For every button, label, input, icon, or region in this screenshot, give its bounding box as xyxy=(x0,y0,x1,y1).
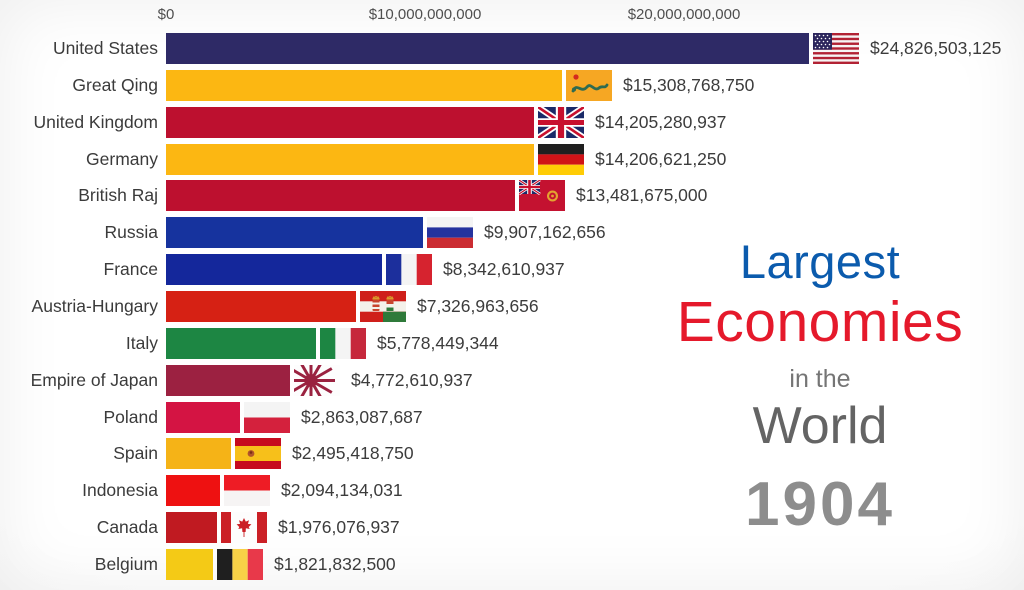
axis-tick: $0 xyxy=(157,6,175,23)
country-label: United Kingdom xyxy=(33,111,158,132)
bar-row: Austria-Hungary $7,326,963,656 xyxy=(0,290,1024,322)
bar-row: Indonesia $2,094,134,031 xyxy=(0,475,1024,507)
country-label: Austria-Hungary xyxy=(31,295,158,316)
bar-row: Russia $9,907,162,656 xyxy=(0,217,1024,249)
country-label: France xyxy=(103,259,158,280)
value-label: $4,772,610,937 xyxy=(351,369,473,390)
value-label: $14,206,621,250 xyxy=(595,148,727,169)
flag-great-qing-icon xyxy=(566,69,612,101)
axis-tick: $10,000,000,000 xyxy=(368,6,482,23)
value-bar xyxy=(166,512,217,544)
country-label: Canada xyxy=(96,517,158,538)
bar-row: United States $24,826,503,125 xyxy=(0,33,1024,64)
title-word-in-the: in the xyxy=(789,365,851,393)
flag-empire-of-japan-icon xyxy=(294,364,340,396)
value-label: $1,821,832,500 xyxy=(274,553,396,574)
value-label: $2,495,418,750 xyxy=(292,443,414,464)
country-label: Empire of Japan xyxy=(30,369,158,390)
value-bar xyxy=(166,254,382,286)
value-label: $2,094,134,031 xyxy=(281,480,403,501)
bar-row: Empire of Japan $4,772,610,937 xyxy=(0,364,1024,396)
value-bar xyxy=(166,217,423,249)
bar-row: British Raj $13,481,675,000 xyxy=(0,180,1024,212)
value-bar xyxy=(166,401,240,433)
axis-tick: $20,000,000,000 xyxy=(627,6,741,23)
value-bar xyxy=(166,364,290,396)
flag-belgium-icon xyxy=(217,548,263,580)
country-label: Great Qing xyxy=(72,74,158,95)
value-label: $24,826,503,125 xyxy=(870,38,1002,58)
country-label: Belgium xyxy=(94,553,158,574)
flag-russia-icon xyxy=(427,217,473,249)
value-bar xyxy=(166,180,515,212)
flag-austria-hungary-icon xyxy=(360,290,406,322)
flag-spain-icon xyxy=(235,438,281,470)
value-bar xyxy=(166,475,220,507)
country-label: Indonesia xyxy=(82,480,158,501)
flag-france-icon xyxy=(386,254,432,286)
value-bar xyxy=(166,33,809,64)
value-bar xyxy=(166,327,316,359)
value-label: $7,326,963,656 xyxy=(417,295,539,316)
flag-germany-icon xyxy=(538,143,584,175)
flag-italy-icon xyxy=(320,327,366,359)
title-word-economies: Economies xyxy=(676,290,964,354)
country-label: Germany xyxy=(86,148,158,169)
value-label: $14,205,280,937 xyxy=(595,111,727,132)
value-bar xyxy=(166,143,534,175)
value-bar xyxy=(166,106,534,138)
country-label: United States xyxy=(52,38,158,58)
bar-row: Spain $2,495,418,750 xyxy=(0,438,1024,470)
title-word-world: World xyxy=(752,397,888,455)
title-year: 1904 xyxy=(745,470,895,539)
country-label: Italy xyxy=(125,332,158,353)
chart-title-block: Largest Economies in the World 1904 xyxy=(630,238,1010,536)
bar-row: Italy $5,778,449,344 xyxy=(0,327,1024,359)
bar-row: Belgium $1,821,832,500 xyxy=(0,548,1024,580)
value-bar xyxy=(166,548,213,580)
value-label: $8,342,610,937 xyxy=(443,259,565,280)
country-label: British Raj xyxy=(78,185,158,206)
bar-row: Poland $2,863,087,687 xyxy=(0,401,1024,433)
bar-row: United Kingdom $14,205,280,937 xyxy=(0,106,1024,138)
value-label: $13,481,675,000 xyxy=(576,185,708,206)
country-label: Russia xyxy=(104,222,159,243)
bar-row: Canada $1,976,076,937 xyxy=(0,512,1024,544)
flag-united-kingdom-icon xyxy=(538,106,584,138)
country-label: Poland xyxy=(103,406,159,427)
bar-row: Great Qing $15,308,768,750 xyxy=(0,69,1024,101)
value-label: $1,976,076,937 xyxy=(278,517,400,538)
value-label: $5,778,449,344 xyxy=(377,332,499,353)
bar-row: Germany $14,206,621,250 xyxy=(0,143,1024,175)
value-bar xyxy=(166,438,231,470)
value-label: $2,863,087,687 xyxy=(301,406,423,427)
flag-poland-icon xyxy=(244,401,290,433)
value-label: $9,907,162,656 xyxy=(484,222,606,243)
value-bar xyxy=(166,290,356,322)
flag-british-raj-icon xyxy=(519,180,565,212)
title-word-largest: Largest xyxy=(739,235,901,288)
value-label: $15,308,768,750 xyxy=(623,74,755,95)
country-label: Spain xyxy=(113,443,158,464)
bar-row: France $8,342,610,937 xyxy=(0,254,1024,286)
flag-canada-icon xyxy=(221,512,267,544)
value-bar xyxy=(166,69,562,101)
flag-united-states-icon xyxy=(813,33,859,64)
flag-indonesia-icon xyxy=(224,475,270,507)
